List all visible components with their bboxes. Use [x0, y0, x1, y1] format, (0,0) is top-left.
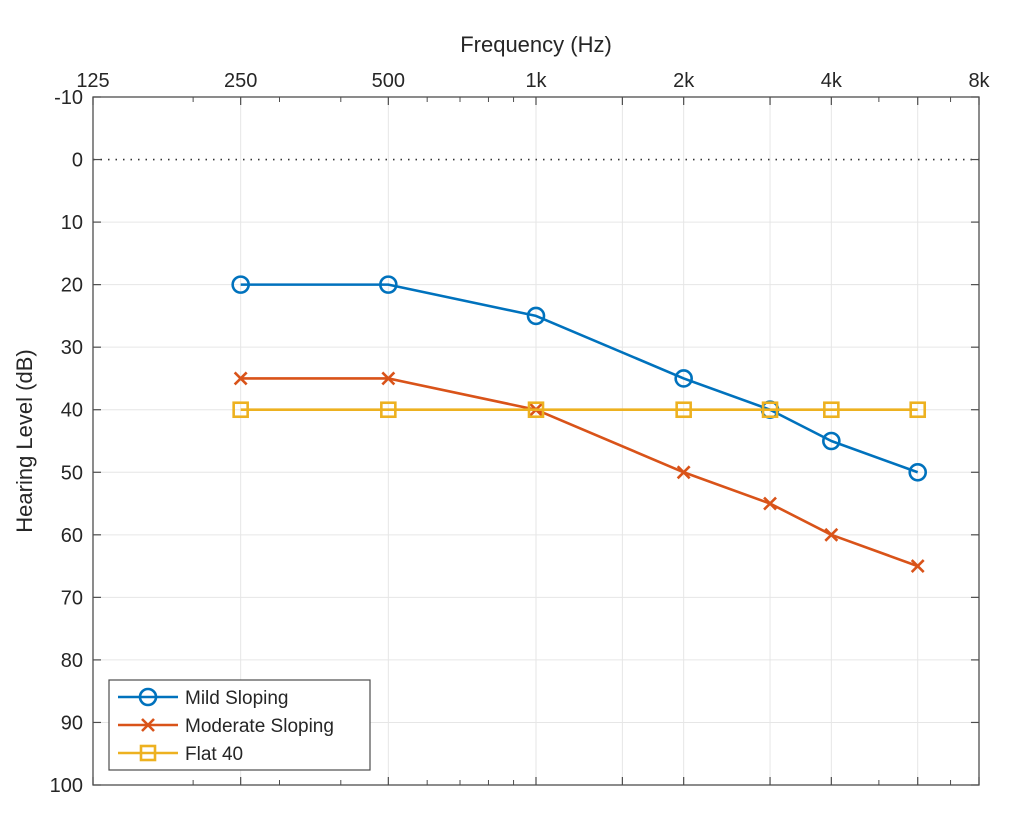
data-point-circle: [822, 431, 841, 451]
data-point-x: [381, 371, 396, 386]
x-tick-label: 250: [224, 70, 257, 92]
data-point-circle: [379, 275, 398, 294]
series-flat-40: [232, 401, 927, 419]
legend-swatch-marker: [139, 744, 157, 762]
y-tick-label: -10: [54, 87, 83, 109]
y-tick-label: 70: [61, 587, 83, 609]
data-point-square: [380, 401, 397, 419]
data-point-circle: [526, 306, 546, 326]
data-point-circle: [231, 275, 250, 294]
x-tick-label: 1k: [525, 70, 547, 92]
x-tick-labels: 125 250 500 1k 2k 4k 8k: [76, 70, 990, 92]
legend-swatch-marker: [141, 718, 155, 732]
x-marker-stroke: [676, 465, 691, 480]
y-tick-label: 80: [61, 650, 83, 672]
data-point-x: [910, 559, 925, 574]
legend: Mild Sloping Moderate Sloping Flat 40: [108, 679, 371, 771]
x-marker-stroke: [233, 371, 248, 386]
data-point-circle: [674, 369, 693, 388]
x-tick-label: 125: [76, 70, 109, 92]
y-tick-label: 10: [61, 212, 83, 234]
x-marker-stroke: [824, 527, 839, 542]
legend-label: Flat 40: [185, 744, 243, 765]
data-point-x: [824, 527, 839, 542]
x-tick-label: 2k: [673, 70, 695, 92]
legend-item: Mild Sloping: [118, 687, 289, 709]
data-point-square: [823, 401, 840, 419]
data-point-x: [676, 465, 691, 480]
data-point-square: [527, 401, 545, 419]
x-tick-label: 4k: [821, 70, 843, 92]
data-point-square: [761, 401, 779, 419]
x-marker-stroke: [381, 371, 396, 386]
y-axis-title: Hearing Level (dB): [12, 349, 37, 532]
x-marker-stroke: [141, 718, 155, 732]
y-tick-label: 90: [61, 712, 83, 734]
data-point-circle: [908, 462, 928, 482]
legend-label: Mild Sloping: [185, 688, 289, 709]
y-tick-label: 40: [61, 400, 83, 422]
y-tick-label: 60: [61, 525, 83, 547]
ticks-layer: [92, 96, 980, 786]
series-layer: [231, 275, 928, 574]
legend-items: Mild Sloping Moderate Sloping Flat 40: [118, 687, 334, 765]
legend-item: Moderate Sloping: [118, 716, 334, 737]
legend-swatch-marker: [138, 687, 158, 707]
y-tick-label: 30: [61, 337, 83, 359]
x-axis-title: Frequency (Hz): [460, 32, 612, 57]
x-marker-stroke: [763, 496, 777, 511]
y-tick-label: 50: [61, 462, 83, 484]
legend-item: Flat 40: [118, 744, 243, 765]
x-marker-stroke: [910, 559, 925, 574]
grid-layer: [93, 97, 979, 785]
data-point-x: [233, 371, 248, 386]
legend-label: Moderate Sloping: [185, 716, 334, 737]
data-point-x: [763, 496, 777, 511]
y-tick-label: 20: [61, 275, 83, 297]
data-point-square: [232, 401, 249, 419]
y-tick-label: 0: [72, 150, 83, 172]
data-point-square: [909, 401, 927, 419]
series-line: [240, 283, 919, 474]
x-tick-label: 8k: [968, 70, 990, 92]
data-point-square: [675, 401, 692, 419]
y-tick-labels: -10 0 10 20 30 40 50 60 70 80 90 100: [50, 87, 83, 797]
y-tick-label: 100: [50, 775, 83, 797]
x-tick-label: 500: [372, 70, 405, 92]
